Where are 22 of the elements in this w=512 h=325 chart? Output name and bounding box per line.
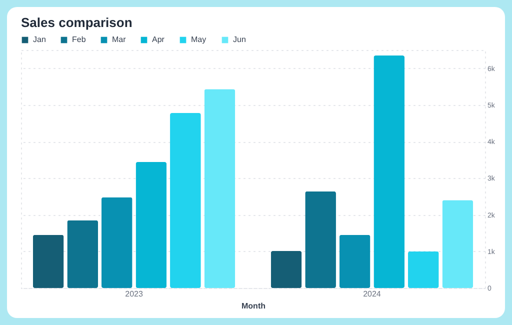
bar (339, 234, 370, 288)
bar (101, 197, 132, 288)
chart-title: Sales comparison (21, 15, 132, 30)
bar (408, 251, 439, 288)
legend-label: Jan (33, 35, 46, 44)
x-axis-title: Month (242, 302, 266, 310)
bar (136, 162, 167, 288)
legend-label: Feb (72, 35, 86, 44)
bar (170, 112, 201, 288)
x-tick-label: 2023 (125, 290, 144, 298)
bar (204, 89, 236, 288)
legend-label: May (191, 35, 206, 44)
legend-label: Apr (152, 35, 165, 44)
bar (32, 234, 64, 288)
bar (374, 55, 405, 288)
bar (442, 200, 474, 288)
x-tick-label: 2024 (363, 290, 382, 298)
legend-label: Jun (233, 35, 246, 44)
legend-label: Mar (112, 35, 126, 44)
bar (305, 191, 336, 288)
bar (270, 251, 302, 288)
bar (67, 220, 98, 288)
